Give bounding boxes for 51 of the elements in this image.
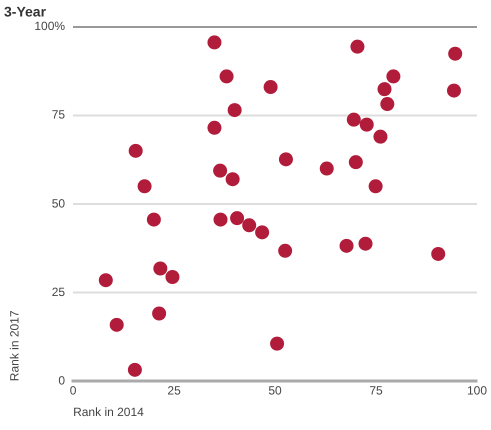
point xyxy=(278,244,292,258)
point xyxy=(128,362,142,377)
x-tick-label: 100 xyxy=(466,384,488,398)
point xyxy=(340,238,354,253)
point xyxy=(207,120,222,135)
point xyxy=(368,179,383,194)
point xyxy=(446,84,461,98)
point xyxy=(146,212,161,227)
point xyxy=(358,236,373,251)
point xyxy=(378,82,392,96)
point xyxy=(255,225,270,240)
point xyxy=(346,112,361,127)
point xyxy=(264,80,278,94)
y-tick-label: 0 xyxy=(58,374,66,388)
point xyxy=(386,69,400,84)
point xyxy=(448,46,462,61)
point xyxy=(320,162,334,176)
y-tick-label: 50 xyxy=(52,196,66,210)
point xyxy=(360,118,374,132)
point xyxy=(220,69,234,84)
point xyxy=(98,273,113,288)
point xyxy=(348,155,363,170)
point xyxy=(350,40,364,54)
point xyxy=(230,211,244,226)
point xyxy=(165,270,180,284)
x-tick-label: 25 xyxy=(167,384,182,398)
point xyxy=(153,262,168,276)
point xyxy=(228,103,242,118)
y-tick-label: 75 xyxy=(52,108,66,122)
point xyxy=(380,97,394,112)
chart-title: 3-Year xyxy=(4,3,47,20)
point xyxy=(214,212,228,227)
point xyxy=(431,246,446,261)
x-axis-title: Rank in 2014 xyxy=(73,405,144,420)
point xyxy=(213,164,228,178)
point xyxy=(270,336,284,351)
y-tick-label: 100% xyxy=(34,19,66,34)
point xyxy=(128,144,143,158)
point xyxy=(152,306,166,321)
y-axis-title: Rank in 2017 xyxy=(8,310,22,382)
point xyxy=(242,218,256,232)
y-tick-label: 25 xyxy=(52,284,66,299)
point xyxy=(138,179,152,194)
x-tick-label: 0 xyxy=(70,384,77,398)
point xyxy=(207,35,222,50)
x-tick-label: 50 xyxy=(268,384,282,398)
point xyxy=(373,130,388,144)
point xyxy=(110,318,124,332)
x-tick-label: 75 xyxy=(369,384,384,398)
point xyxy=(226,172,240,186)
point xyxy=(278,152,293,166)
